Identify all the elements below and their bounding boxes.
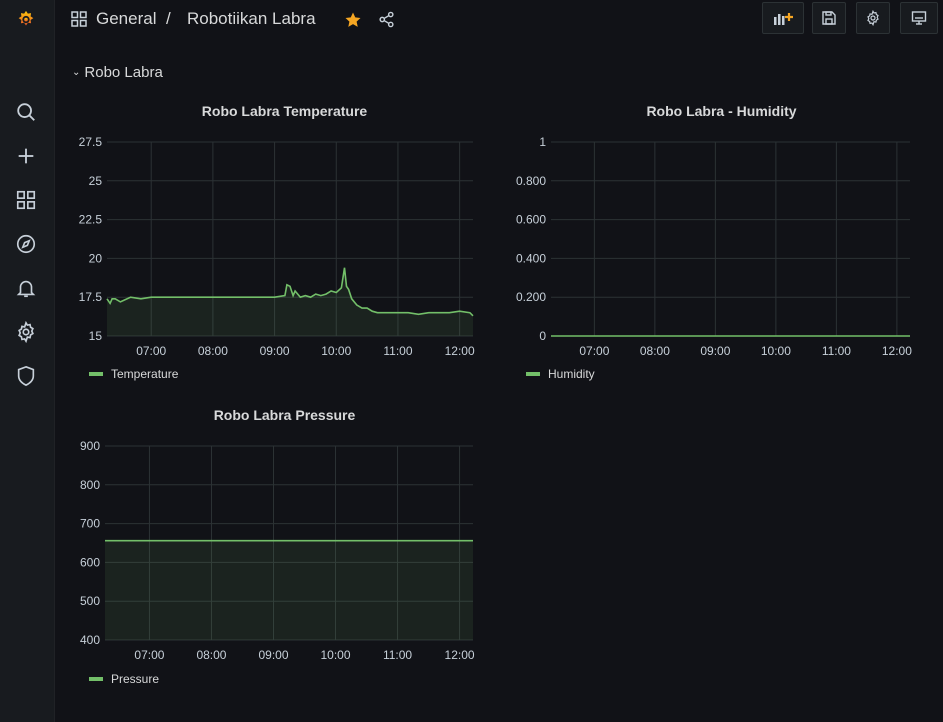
chevron-down-icon: ⌄ bbox=[72, 67, 81, 78]
temperature-chart: 15 17.5 20 22.5 25 27.5 07:00 08:00 09:00 10:00 11… bbox=[79, 135, 475, 358]
x-tick-label: 08:00 bbox=[196, 648, 226, 662]
panel-title[interactable]: Robo Labra Pressure bbox=[213, 407, 356, 423]
settings-icon bbox=[867, 10, 879, 26]
x-tick-label: 07:00 bbox=[136, 344, 166, 358]
x-tick-label: 07:00 bbox=[579, 344, 609, 358]
legend-swatch bbox=[526, 372, 540, 376]
x-tick-label: 07:00 bbox=[134, 648, 164, 662]
alert-bell-icon[interactable] bbox=[13, 275, 39, 301]
y-tick-label: 15 bbox=[89, 329, 103, 343]
tv-mode-button[interactable] bbox=[900, 2, 938, 34]
y-tick-label: 1 bbox=[539, 135, 546, 149]
legend-item[interactable]: Humidity bbox=[526, 367, 595, 381]
series-area-fill bbox=[107, 267, 473, 336]
dashboard-grid-icon bbox=[71, 11, 87, 27]
x-tick-label: 08:00 bbox=[640, 344, 670, 358]
x-tick-label: 10:00 bbox=[761, 344, 791, 358]
row-header-toggle[interactable]: ⌄ Robo Labra bbox=[72, 64, 163, 81]
y-tick-label: 25 bbox=[89, 174, 103, 188]
series-line[interactable] bbox=[106, 267, 474, 317]
x-tick-label: 11:00 bbox=[383, 344, 412, 358]
x-tick-label: 10:00 bbox=[321, 344, 351, 358]
pressure-chart: 400 500 600 700 800 900 07:00 08:00 09:00 10:00 11… bbox=[80, 439, 475, 662]
y-tick-label: 0.200 bbox=[516, 290, 546, 304]
x-tick-label: 11:00 bbox=[822, 344, 851, 358]
x-tick-label: 09:00 bbox=[260, 344, 290, 358]
dashboard-title[interactable]: Robotiikan Labra bbox=[187, 9, 316, 28]
x-tick-label: 11:00 bbox=[383, 648, 412, 662]
y-tick-label: 20 bbox=[89, 251, 103, 265]
panel-pressure[interactable]: Robo Labra Pressure 400 500 600 700 800 900 07… bbox=[66, 407, 503, 697]
y-tick-label: 17.5 bbox=[79, 290, 103, 304]
x-tick-label: 12:00 bbox=[882, 344, 912, 358]
gear-icon[interactable] bbox=[13, 319, 39, 345]
legend-label: Humidity bbox=[548, 367, 595, 381]
dashboards-icon[interactable] bbox=[13, 187, 39, 213]
y-tick-label: 0.800 bbox=[516, 174, 546, 188]
shield-icon[interactable] bbox=[13, 363, 39, 389]
series-area-fill bbox=[105, 540, 473, 640]
legend-label: Pressure bbox=[111, 672, 160, 686]
y-tick-label: 600 bbox=[80, 555, 100, 569]
y-tick-label: 27.5 bbox=[79, 135, 103, 149]
panel-humidity[interactable]: Robo Labra - Humidity 0 0.200 0.400 0.600 0.… bbox=[503, 103, 940, 393]
y-tick-label: 800 bbox=[80, 478, 100, 492]
legend-item[interactable]: Temperature bbox=[89, 367, 178, 381]
y-tick-label: 22.5 bbox=[79, 213, 103, 227]
plus-icon[interactable] bbox=[13, 143, 39, 169]
x-tick-label: 08:00 bbox=[198, 344, 228, 358]
search-icon[interactable] bbox=[13, 99, 39, 125]
x-tick-label: 09:00 bbox=[258, 648, 288, 662]
legend-swatch bbox=[89, 372, 103, 376]
panel-temperature[interactable]: Robo Labra Temperature 15 17.5 20 22.5 25 27.… bbox=[66, 103, 503, 393]
add-panel-button[interactable] bbox=[762, 2, 804, 34]
breadcrumb-folder-link[interactable]: General bbox=[96, 9, 157, 28]
x-tick-label: 12:00 bbox=[445, 648, 475, 662]
share-icon[interactable] bbox=[378, 11, 395, 28]
tv-mode-icon bbox=[911, 11, 927, 25]
legend-item[interactable]: Pressure bbox=[89, 672, 159, 686]
save-dashboard-button[interactable] bbox=[812, 2, 846, 34]
y-tick-label: 0.600 bbox=[516, 213, 546, 227]
panel-title[interactable]: Robo Labra - Humidity bbox=[646, 103, 797, 119]
humidity-chart: 0 0.200 0.400 0.600 0.800 1 07:00 08:00 09:00 10:… bbox=[516, 135, 912, 358]
sidebar bbox=[0, 0, 55, 722]
x-tick-label: 10:00 bbox=[321, 648, 351, 662]
star-favorite-icon[interactable] bbox=[344, 11, 362, 29]
grafana-logo-svg bbox=[18, 10, 34, 26]
grafana-logo-icon[interactable] bbox=[13, 7, 39, 33]
breadcrumb-separator: / bbox=[166, 9, 171, 28]
legend-label: Temperature bbox=[111, 367, 179, 381]
y-tick-label: 400 bbox=[80, 633, 100, 647]
x-tick-label: 09:00 bbox=[700, 344, 730, 358]
y-tick-label: 0.400 bbox=[516, 251, 546, 265]
y-tick-label: 700 bbox=[80, 517, 100, 531]
save-icon bbox=[822, 11, 836, 25]
y-tick-label: 0 bbox=[539, 329, 546, 343]
legend-swatch bbox=[89, 677, 103, 681]
row-title: Robo Labra bbox=[84, 64, 163, 81]
dashboard-settings-button[interactable] bbox=[856, 2, 890, 34]
add-panel-icon bbox=[774, 13, 793, 25]
y-tick-label: 500 bbox=[80, 594, 100, 608]
explore-icon[interactable] bbox=[13, 231, 39, 257]
panel-title[interactable]: Robo Labra Temperature bbox=[201, 103, 368, 119]
y-tick-label: 900 bbox=[80, 439, 100, 453]
top-navbar: General / Robotiikan Labra bbox=[54, 0, 943, 40]
x-tick-label: 12:00 bbox=[445, 344, 475, 358]
